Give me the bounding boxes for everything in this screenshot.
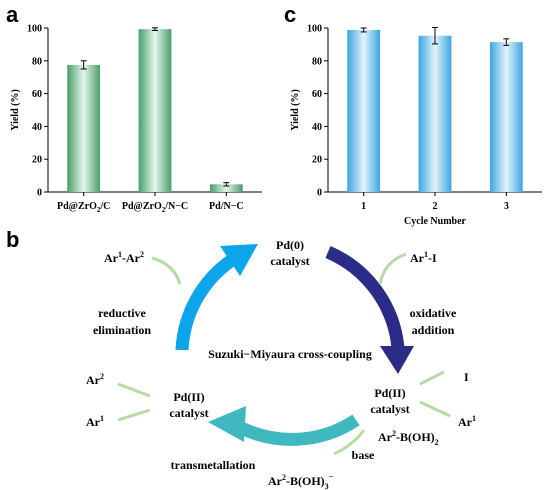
- x-tick-label: 2: [433, 201, 438, 212]
- pd2-left-label: Pd(II): [173, 390, 204, 404]
- x-tick-label: 1: [361, 201, 366, 212]
- right-arrowhead: [380, 346, 414, 374]
- ar1-i-species: Ar1-I: [410, 250, 437, 265]
- panel-a-letter: a: [6, 2, 19, 27]
- bottom-arc-arrow: [230, 414, 360, 446]
- ar1-ligand-right: Ar1: [458, 414, 476, 429]
- x-tick-label: Pd/N−C: [209, 201, 244, 212]
- ar1-ar2-product: Ar1-Ar2: [104, 250, 144, 265]
- x-tick-label: Pd@ZrO2/C: [57, 201, 110, 214]
- iodide-ligand: I: [464, 370, 469, 384]
- y-axis-title: Yield (%): [10, 89, 21, 131]
- pd-i-bond: [419, 370, 445, 386]
- bottom-arrowhead: [208, 406, 246, 442]
- panel-a: a 0 20 40 60 80 100 Yield (%) Pd@ZrO2/C Pd@ZrO2/…: [6, 2, 262, 214]
- chart-c: 0 20 40 60 80 100 Yield (%) 1 2 3 Cycle Number: [290, 24, 542, 227]
- pd-ar1-bond-left: [117, 408, 151, 422]
- bar: [209, 184, 243, 192]
- pd0-label: Pd(0): [276, 238, 304, 252]
- y-tick-label: 40: [312, 122, 322, 133]
- y-tick-label: 60: [312, 89, 322, 100]
- pd2-right-label: Pd(II): [374, 386, 405, 400]
- y-tick-label: 20: [312, 155, 322, 166]
- reaction-name: Suzuki−Miyaura cross-coupling: [208, 347, 372, 361]
- y-tick-label: 80: [312, 56, 322, 67]
- transmetallation-label: transmetallation: [171, 458, 256, 472]
- right-arc-arrow: [325, 246, 405, 349]
- bar: [67, 64, 101, 192]
- pd2-right-sublabel: catalyst: [370, 402, 409, 416]
- y-tick-label: 80: [32, 56, 42, 67]
- oxidative-label: oxidative: [410, 306, 457, 320]
- arylborate: Ar2-B(OH)3−: [268, 472, 334, 490]
- panel-c-letter: c: [284, 2, 296, 27]
- panel-b: b Pd(0) catalyst Pd(II) catalyst Pd(II) …: [6, 227, 476, 490]
- elimination-label: elimination: [93, 323, 151, 337]
- y-tick-label: 20: [32, 155, 42, 166]
- pd0-sublabel: catalyst: [270, 254, 309, 268]
- ar2-ligand-left: Ar2: [86, 372, 104, 387]
- boronic-acid-curve: [333, 429, 366, 456]
- ar1-ligand-left: Ar1: [86, 414, 104, 429]
- y-tick-label: 40: [32, 122, 42, 133]
- arylboronic-acid: Ar2-B(OH)2: [378, 429, 439, 447]
- y-tick-label: 100: [307, 24, 322, 35]
- x-axis-title: Cycle Number: [404, 216, 466, 227]
- panel-c: c 0 20 40 60 80 100 Yield (%) 1 2 3 Cycle Number: [284, 2, 542, 227]
- y-tick-label: 100: [27, 24, 42, 35]
- y-tick-label: 0: [317, 188, 322, 199]
- ar1-ar2-exit-curve: [151, 256, 182, 285]
- pd-ar1-bond-right: [419, 400, 451, 418]
- pd-ar2-bond-left: [117, 382, 151, 398]
- x-tick-label: 3: [504, 201, 509, 212]
- top-left-arc-arrow: [175, 254, 236, 351]
- chart-a: 0 20 40 60 80 100 Yield (%) Pd@ZrO2/C Pd@ZrO2/N−…: [10, 24, 262, 214]
- x-tick-label: Pd@ZrO2/N−C: [122, 201, 188, 214]
- reductive-label: reductive: [98, 306, 146, 320]
- top-left-arrowhead: [220, 244, 258, 276]
- base-label: base: [352, 448, 375, 462]
- bar: [138, 29, 172, 193]
- panel-b-letter: b: [6, 227, 19, 252]
- y-tick-label: 0: [37, 188, 42, 199]
- addition-label: addition: [412, 323, 455, 337]
- y-tick-label: 60: [32, 89, 42, 100]
- pd2-left-sublabel: catalyst: [169, 406, 208, 420]
- ar1-i-entry-curve: [378, 252, 407, 285]
- bar: [347, 29, 381, 192]
- bar: [489, 42, 523, 192]
- bar: [418, 35, 452, 192]
- y-axis-title: Yield (%): [290, 89, 301, 131]
